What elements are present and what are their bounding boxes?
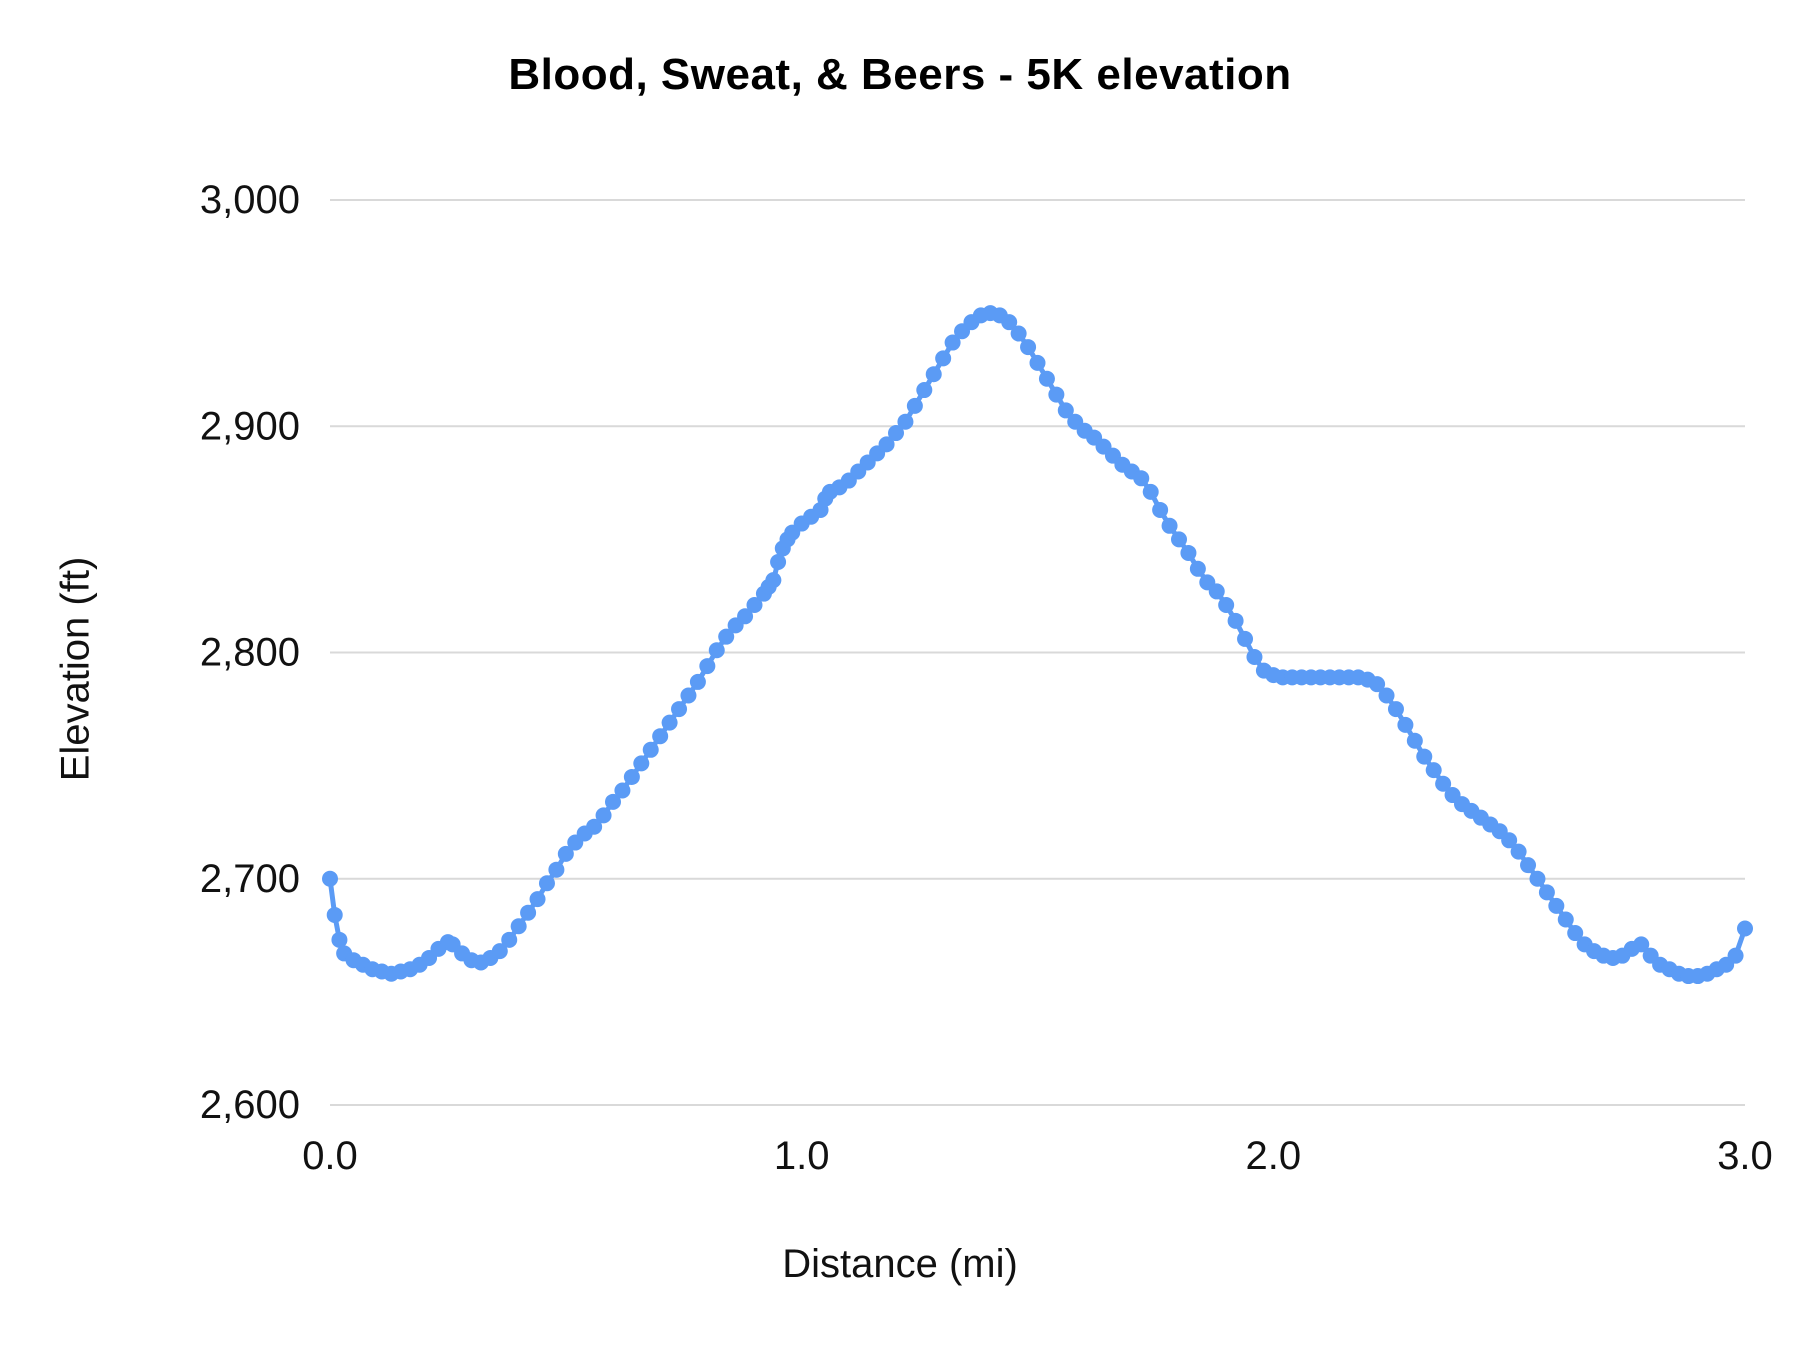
data-point: [1538, 884, 1555, 901]
data-point: [538, 875, 555, 892]
data-point: [1406, 732, 1423, 749]
data-point: [1048, 386, 1065, 403]
data-point: [1142, 483, 1159, 500]
data-point: [878, 436, 895, 453]
data-point: [1038, 370, 1055, 387]
data-point: [661, 714, 678, 731]
x-tick-label: 1.0: [774, 1134, 830, 1178]
y-tick-label: 2,800: [200, 631, 300, 675]
data-point: [1180, 544, 1197, 561]
data-point: [1520, 857, 1537, 874]
y-tick-label: 2,600: [200, 1083, 300, 1127]
data-point: [718, 628, 735, 645]
data-point: [1510, 843, 1527, 860]
data-point: [1548, 897, 1565, 914]
data-point: [689, 673, 706, 690]
data-point: [1237, 630, 1254, 647]
data-point: [557, 845, 574, 862]
data-point: [906, 397, 923, 414]
data-point: [765, 572, 782, 589]
data-point: [529, 891, 546, 908]
x-axis-title: Distance (mi): [782, 1242, 1018, 1286]
data-point: [916, 382, 933, 399]
x-tick-label: 0.0: [302, 1134, 358, 1178]
data-point: [897, 413, 914, 430]
data-point: [652, 728, 669, 745]
data-point: [671, 701, 688, 718]
data-point: [1189, 560, 1206, 577]
data-point: [1567, 925, 1584, 942]
data-point: [1246, 649, 1263, 666]
data-point: [1387, 701, 1404, 718]
data-point: [1557, 911, 1574, 928]
data-point: [1501, 832, 1518, 849]
data-point: [1416, 748, 1433, 765]
data-point: [1161, 517, 1178, 534]
data-point: [633, 755, 650, 772]
x-tick-label: 2.0: [1246, 1134, 1302, 1178]
data-point: [935, 350, 952, 367]
data-point: [548, 861, 565, 878]
data-point: [1010, 325, 1027, 342]
data-point: [1425, 762, 1442, 779]
data-point: [1218, 596, 1235, 613]
data-point: [1001, 314, 1018, 331]
data-point: [586, 818, 603, 835]
data-point: [1435, 775, 1452, 792]
y-tick-label: 3,000: [200, 178, 300, 222]
data-point: [1397, 716, 1414, 733]
data-point: [322, 870, 338, 887]
data-point: [1020, 339, 1037, 356]
data-point: [1227, 612, 1244, 629]
data-point: [331, 931, 348, 948]
data-point: [510, 918, 527, 935]
data-point: [614, 782, 631, 799]
data-point: [1133, 470, 1150, 487]
data-point: [737, 608, 754, 625]
chart-title: Blood, Sweat, & Beers - 5K elevation: [508, 50, 1292, 99]
data-point: [1152, 501, 1169, 518]
data-point: [642, 741, 659, 758]
y-axis-title: Elevation (ft): [53, 556, 98, 782]
data-point: [595, 807, 612, 824]
data-point: [699, 658, 716, 675]
data-point: [605, 793, 621, 810]
data-point: [326, 906, 343, 923]
data-point: [1029, 354, 1046, 371]
data-point: [746, 596, 763, 613]
data-point: [888, 425, 904, 442]
data-point: [1737, 920, 1753, 937]
data-point: [944, 334, 961, 351]
y-tick-label: 2,700: [200, 857, 300, 901]
data-point: [680, 687, 697, 704]
data-point: [520, 904, 537, 921]
y-tick-label: 2,900: [200, 404, 300, 448]
data-point: [491, 943, 508, 960]
data-point: [1727, 947, 1744, 964]
data-point: [623, 768, 640, 785]
data-point: [770, 554, 787, 570]
data-point: [1529, 870, 1546, 887]
x-tick-label: 3.0: [1717, 1134, 1773, 1178]
data-point: [1369, 676, 1386, 693]
data-point: [1633, 936, 1650, 953]
data-point: [1378, 687, 1395, 704]
data-point: [1171, 531, 1187, 548]
data-point: [925, 366, 942, 383]
data-point: [1057, 402, 1074, 419]
data-point: [708, 642, 725, 659]
data-point: [501, 931, 518, 948]
data-point: [1208, 583, 1225, 600]
